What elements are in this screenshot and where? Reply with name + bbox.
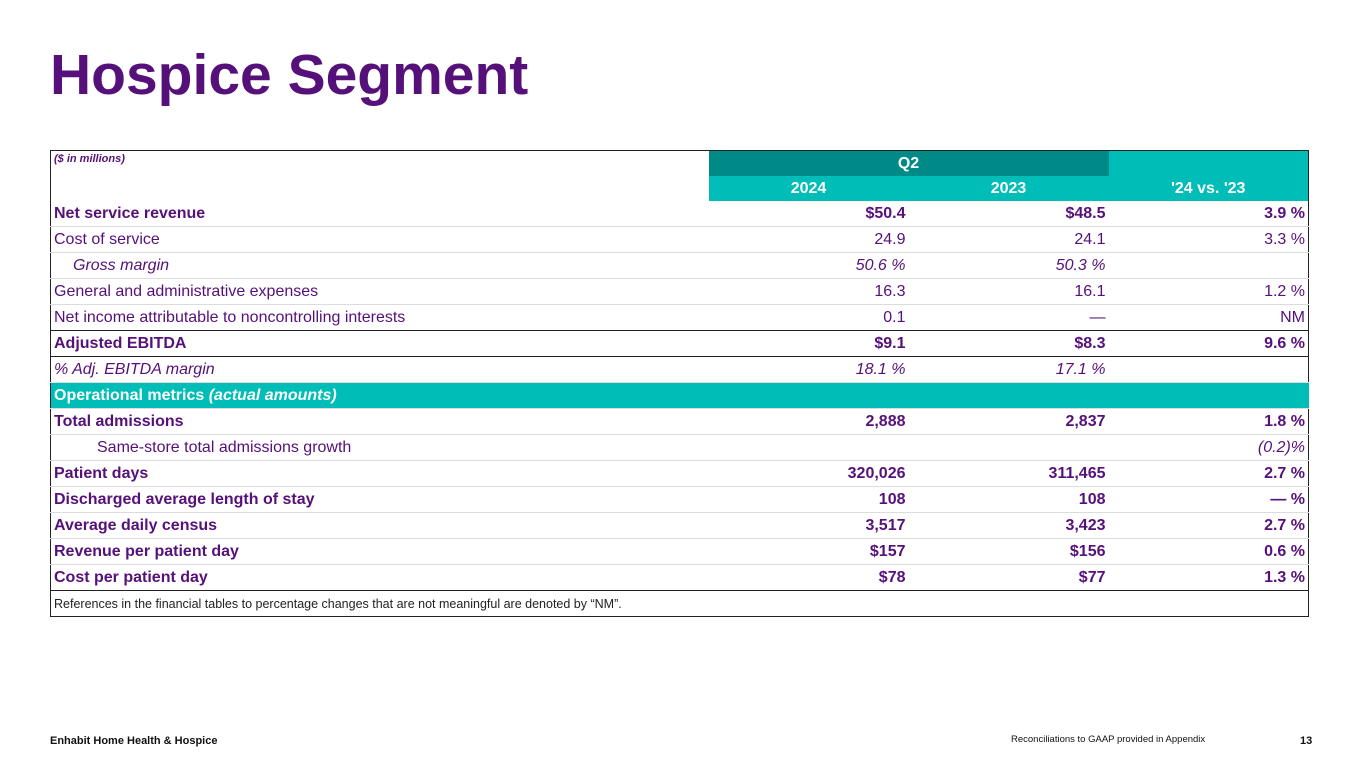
table-row: Gross margin 50.6 % 50.3 % xyxy=(50,252,1309,279)
section-label: Operational metrics xyxy=(54,386,209,404)
value-2023: $8.3 xyxy=(908,330,1109,357)
value-change: 3.9 % xyxy=(1108,201,1309,227)
value-2024: $50.4 xyxy=(708,201,909,227)
table-row: % Adj. EBITDA margin 18.1 % 17.1 % xyxy=(50,356,1309,383)
row-label: Net income attributable to noncontrollin… xyxy=(50,304,709,331)
row-label: Patient days xyxy=(50,460,709,487)
section-label-italic: (actual amounts) xyxy=(208,386,337,404)
value-2024: 16.3 xyxy=(708,278,909,305)
value-2024: 50.6 % xyxy=(708,252,909,279)
value-2023: 311,465 xyxy=(908,460,1109,487)
value-2024: 3,517 xyxy=(708,512,909,539)
row-label: Cost of service xyxy=(50,226,709,253)
row-label: Average daily census xyxy=(50,512,709,539)
row-label: % Adj. EBITDA margin xyxy=(50,356,709,383)
value-2024: 0.1 xyxy=(708,304,909,331)
footer-note: Reconciliations to GAAP provided in Appe… xyxy=(1011,734,1206,745)
table-row: Net income attributable to noncontrollin… xyxy=(50,304,1309,331)
row-label: Adjusted EBITDA xyxy=(50,330,709,357)
value-2023: 17.1 % xyxy=(908,356,1109,383)
table-row: Patient days 320,026 311,465 2.7 % xyxy=(50,460,1309,487)
table-row: Revenue per patient day $157 $156 0.6 % xyxy=(50,538,1309,565)
row-label: Discharged average length of stay xyxy=(50,486,709,513)
col-header-2024: 2024 xyxy=(708,176,909,201)
page-number: 13 xyxy=(1300,735,1313,747)
value-change: 2.7 % xyxy=(1108,460,1309,487)
table-row: Cost per patient day $78 $77 1.3 % xyxy=(50,564,1309,591)
value-change: NM xyxy=(1108,304,1309,331)
value-2023: 50.3 % xyxy=(908,252,1109,279)
value-2024 xyxy=(708,434,909,461)
page-title: Hospice Segment xyxy=(50,43,529,107)
section-header-row: Operational metrics (actual amounts) xyxy=(50,382,1309,409)
row-label: Total admissions xyxy=(50,408,709,435)
value-2024: 108 xyxy=(708,486,909,513)
row-label: Net service revenue xyxy=(50,201,709,227)
section-header: Operational metrics (actual amounts) xyxy=(50,382,1309,409)
row-label: Gross margin xyxy=(50,252,709,279)
value-change: 1.3 % xyxy=(1108,564,1309,591)
value-change: 2.7 % xyxy=(1108,512,1309,539)
value-2023: 16.1 xyxy=(908,278,1109,305)
table-header-row-years: 2024 2023 '24 vs. '23 xyxy=(51,176,1309,201)
value-2024: 24.9 xyxy=(708,226,909,253)
table-row: Same-store total admissions growth (0.2)… xyxy=(50,434,1309,461)
value-2023 xyxy=(908,434,1109,461)
unit-note: ($ in millions) xyxy=(50,150,709,201)
footnote-row: References in the financial tables to pe… xyxy=(50,590,1309,617)
value-change: (0.2)% xyxy=(1108,434,1309,461)
period-header-spacer xyxy=(1108,150,1309,176)
table-row: Net service revenue $50.4 $48.5 3.9 % xyxy=(50,201,1309,227)
value-2024: $157 xyxy=(708,538,909,565)
value-2023: — xyxy=(908,304,1109,331)
value-2024: 2,888 xyxy=(708,408,909,435)
row-label: General and administrative expenses xyxy=(50,278,709,305)
value-change: — % xyxy=(1108,486,1309,513)
value-2023: $48.5 xyxy=(908,201,1109,227)
value-2023: 2,837 xyxy=(908,408,1109,435)
table-row: General and administrative expenses 16.3… xyxy=(50,278,1309,305)
row-label: Revenue per patient day xyxy=(50,538,709,565)
value-2023: 24.1 xyxy=(908,226,1109,253)
table-row: Discharged average length of stay 108 10… xyxy=(50,486,1309,513)
table-footnote: References in the financial tables to pe… xyxy=(50,590,1309,617)
table-row: Total admissions 2,888 2,837 1.8 % xyxy=(50,408,1309,435)
table-header-row-period: ($ in millions) Q2 xyxy=(50,150,1309,201)
col-header-2023: 2023 xyxy=(908,176,1109,201)
value-change xyxy=(1108,356,1309,383)
row-label: Cost per patient day xyxy=(50,564,709,591)
value-change: 9.6 % xyxy=(1108,330,1309,357)
value-change: 1.8 % xyxy=(1108,408,1309,435)
table-row: Average daily census 3,517 3,423 2.7 % xyxy=(50,512,1309,539)
value-2024: $78 xyxy=(708,564,909,591)
value-change xyxy=(1108,252,1309,279)
value-change: 0.6 % xyxy=(1108,538,1309,565)
period-header: Q2 xyxy=(708,150,1109,176)
value-2023: 3,423 xyxy=(908,512,1109,539)
value-change: 3.3 % xyxy=(1108,226,1309,253)
table-row: Cost of service 24.9 24.1 3.3 % xyxy=(50,226,1309,253)
value-2023: 108 xyxy=(908,486,1109,513)
table-row: Adjusted EBITDA $9.1 $8.3 9.6 % xyxy=(50,330,1309,357)
value-2023: $77 xyxy=(908,564,1109,591)
row-label: Same-store total admissions growth xyxy=(50,434,709,461)
value-change: 1.2 % xyxy=(1108,278,1309,305)
company-name: Enhabit Home Health & Hospice xyxy=(50,735,218,747)
hospice-segment-table: ($ in millions) Q2 2024 2023 '24 vs. '23… xyxy=(50,150,1309,617)
value-2024: 18.1 % xyxy=(708,356,909,383)
value-2024: $9.1 xyxy=(708,330,909,357)
value-2023: $156 xyxy=(908,538,1109,565)
col-header-change: '24 vs. '23 xyxy=(1108,176,1309,201)
value-2024: 320,026 xyxy=(708,460,909,487)
